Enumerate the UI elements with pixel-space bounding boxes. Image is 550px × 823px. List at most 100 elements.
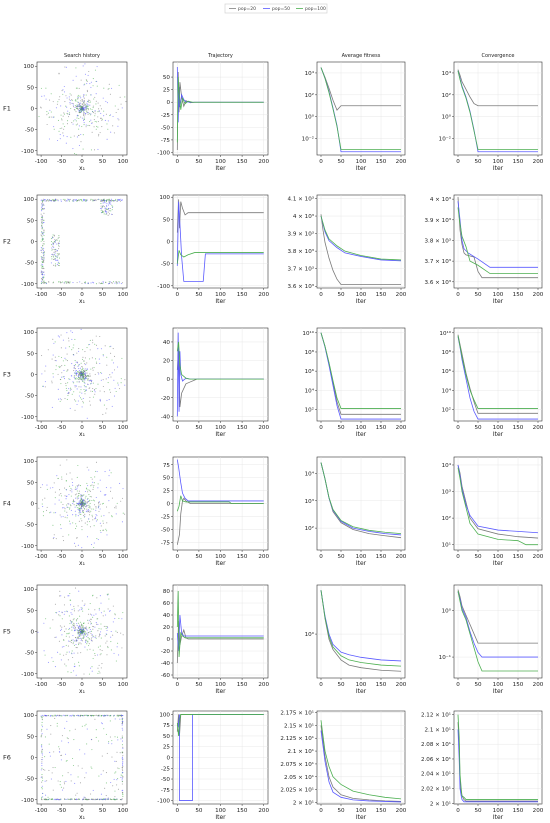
x-tick-label: 100	[493, 554, 504, 560]
search-point	[82, 637, 85, 639]
search-point	[85, 109, 87, 111]
search-point	[117, 199, 119, 201]
search-point	[52, 538, 54, 540]
search-point	[82, 503, 84, 505]
search-point	[81, 623, 83, 626]
search-point	[84, 386, 86, 388]
search-point	[74, 715, 76, 717]
search-point	[80, 116, 82, 118]
search-point	[44, 654, 46, 656]
search-point	[98, 609, 100, 611]
scatter-points	[40, 198, 124, 285]
search-point	[59, 625, 61, 627]
x-tick-label: 150	[237, 808, 248, 814]
search-point	[89, 112, 91, 114]
search-point	[76, 136, 78, 138]
search-point	[41, 765, 43, 767]
search-point	[83, 119, 85, 122]
search-point	[41, 231, 43, 233]
search-point	[42, 769, 44, 771]
search-point	[79, 636, 81, 638]
search-point	[98, 504, 100, 506]
search-point	[97, 539, 99, 541]
scatter-points	[38, 63, 127, 156]
search-point	[68, 503, 70, 505]
search-point	[94, 391, 96, 393]
search-point	[105, 733, 107, 735]
search-point	[83, 99, 85, 101]
search-point	[74, 375, 76, 377]
search-point	[70, 136, 72, 138]
y-tick-label: 3.7 × 10³	[425, 258, 452, 265]
search-point	[108, 203, 110, 205]
search-point	[71, 491, 73, 493]
series-line-blue	[176, 201, 264, 282]
search-point	[100, 490, 102, 492]
search-point	[88, 619, 90, 621]
search-point	[102, 413, 104, 415]
search-point	[112, 200, 114, 202]
search-point	[90, 639, 92, 641]
search-point	[75, 638, 77, 640]
search-point	[80, 377, 82, 379]
search-point	[115, 200, 117, 202]
search-point	[88, 638, 91, 640]
search-point	[94, 518, 96, 520]
search-point	[90, 496, 92, 498]
search-point	[116, 502, 118, 504]
y-tick-label: -25	[161, 766, 171, 772]
search-point	[73, 542, 76, 544]
search-point	[69, 387, 72, 389]
search-point	[105, 714, 107, 716]
search-point	[72, 624, 74, 626]
search-point	[61, 376, 63, 378]
search-point	[92, 626, 95, 628]
search-point	[110, 203, 112, 205]
x-axis-label: Iter	[493, 431, 504, 438]
search-point	[79, 642, 81, 644]
search-point	[118, 282, 120, 284]
column-title: Convergence	[482, 53, 515, 59]
search-point	[121, 647, 123, 649]
x-tick-label: 100	[356, 159, 367, 165]
search-point	[87, 99, 90, 101]
search-point	[102, 282, 104, 284]
search-point	[59, 514, 61, 516]
search-point	[48, 281, 50, 283]
search-point	[78, 512, 80, 514]
x-tick-label: 150	[376, 682, 387, 688]
x-tick-label: -50	[57, 808, 67, 814]
search-point	[103, 206, 105, 208]
search-point	[122, 718, 124, 720]
search-point	[118, 768, 120, 770]
search-point	[93, 149, 96, 151]
search-point	[62, 132, 64, 134]
search-point	[69, 472, 71, 474]
search-point	[82, 148, 84, 150]
y-tick-label: 25	[163, 745, 171, 751]
search-point	[98, 628, 100, 630]
search-point	[92, 594, 94, 596]
search-point	[114, 200, 116, 202]
y-tick-label: 0	[30, 630, 34, 636]
search-point	[80, 370, 82, 372]
search-point	[65, 714, 67, 716]
y-tick-label: -100	[21, 672, 34, 678]
search-point	[81, 600, 83, 602]
search-point	[74, 199, 76, 201]
search-point	[105, 528, 107, 530]
search-point	[80, 498, 82, 500]
search-point	[101, 208, 103, 210]
search-point	[73, 608, 75, 610]
x-tick-label: 150	[513, 554, 524, 560]
search-point	[58, 253, 60, 255]
search-point	[58, 130, 60, 132]
search-point	[42, 281, 44, 283]
search-point	[102, 205, 104, 207]
y-tick-label: 25	[163, 88, 171, 94]
search-point	[92, 105, 94, 107]
search-point	[94, 110, 96, 112]
search-point	[84, 390, 86, 392]
search-point	[77, 610, 79, 612]
x-tick-label: 100	[215, 425, 226, 431]
